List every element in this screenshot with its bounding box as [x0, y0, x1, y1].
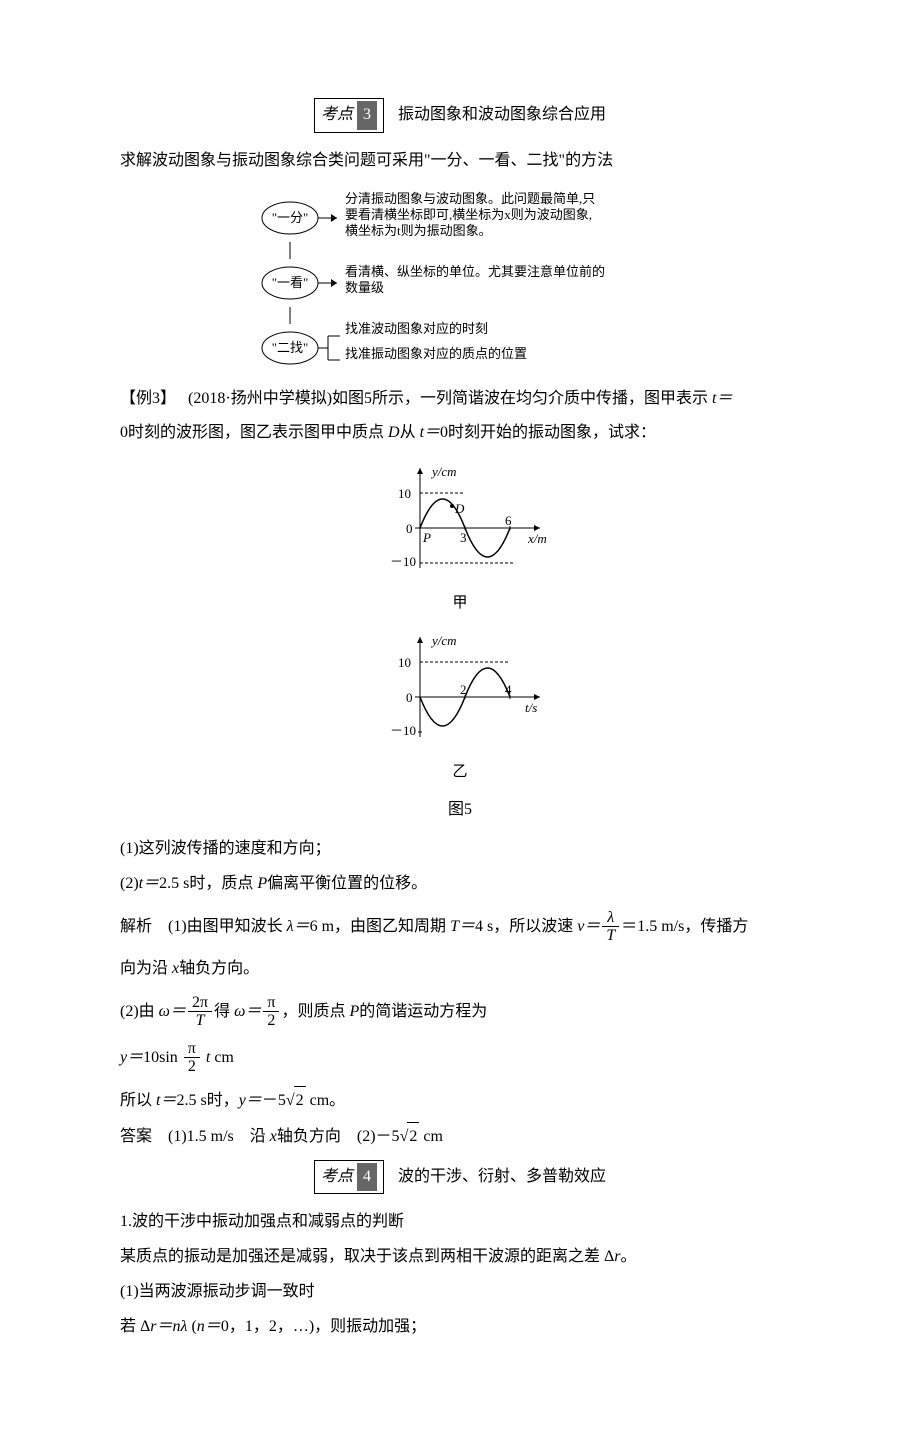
section4-header: 考点 4 波的干涉、衍射、多普勒效应 [120, 1160, 800, 1195]
svg-text:看清横、纵坐标的单位。尤其要注意单位前的: 看清横、纵坐标的单位。尤其要注意单位前的 [345, 264, 605, 279]
fraction-2pi-T: 2πT [188, 994, 212, 1030]
kaodian-label: 考点 [321, 1163, 353, 1192]
section4-title: 波的干涉、衍射、多普勒效应 [398, 1163, 606, 1192]
svg-text:0: 0 [406, 690, 413, 705]
svg-text:y/cm: y/cm [430, 633, 457, 648]
section3-title: 振动图象和波动图象综合应用 [398, 101, 606, 130]
caption-yi: 乙 [120, 759, 800, 786]
section3-intro: 求解波动图象与振动图象综合类问题可采用"一分、一看、二找"的方法 [120, 147, 800, 176]
sqrt-icon: 2 [286, 1092, 306, 1109]
kaodian-box-4: 考点 4 [314, 1160, 384, 1195]
answer: 答案 (1)1.5 m/s 沿 x轴负方向 (2)－52 cm [120, 1122, 800, 1152]
kaodian-label: 考点 [321, 101, 353, 130]
svg-text:3: 3 [460, 530, 467, 545]
svg-text:数量级: 数量级 [345, 280, 384, 295]
y-label: y/cm [430, 464, 457, 479]
flowchart: "一分" "一看" "二找" 分清振动图象与波动图象。此问题最简单,只要看清横坐标即… [120, 188, 800, 373]
svg-text:"二找": "二找" [272, 340, 309, 355]
svg-text:要看清横坐标即可,横坐标为x则为波动图象,: 要看清横坐标即可,横坐标为x则为波动图象, [345, 207, 592, 222]
svg-text:"一分": "一分" [272, 210, 309, 225]
solution-4: 所以 t＝2.5 s时，y＝－52 cm。 [120, 1086, 800, 1116]
svg-text:0: 0 [406, 521, 413, 536]
solution-1: 解析 (1)由图甲知波长 λ＝6 m，由图乙知周期 T＝4 s，所以波速 v＝λ… [120, 909, 800, 945]
solution-1b: 向为沿 x轴负方向。 [120, 955, 800, 984]
example-source: (2018·扬州中学模拟)如图5所示，一列简谐波在均匀介质中传播，图甲表示 [188, 390, 712, 407]
section4-p2: (1)当两波源振动步调一致时 [120, 1278, 800, 1307]
example-label: 【例3】 [120, 390, 168, 407]
section3-header: 考点 3 振动图象和波动图象综合应用 [120, 98, 800, 133]
kaodian-num: 4 [357, 1163, 377, 1192]
var-t: t＝ [420, 424, 440, 441]
svg-text:分清振动图象与波动图象。此问题最简单,只: 分清振动图象与波动图象。此问题最简单,只 [345, 191, 595, 206]
section4-h1: 1.波的干涉中振动加强点和减弱点的判断 [120, 1208, 800, 1237]
fraction-pi-2b: π2 [184, 1040, 200, 1076]
svg-text:2: 2 [460, 682, 467, 697]
svg-text:－10: －10 [390, 723, 416, 738]
figure-jia: y/cm x/m 10 0 －10 P 3 6 D 甲 [120, 458, 800, 617]
chart-jia-svg: y/cm x/m 10 0 －10 P 3 6 D [360, 458, 560, 588]
caption-jia: 甲 [120, 590, 800, 617]
x-label: x/m [527, 531, 547, 546]
var-D: D [384, 424, 400, 441]
kaodian-num: 3 [357, 101, 377, 130]
svg-text:找准波动图象对应的时刻: 找准波动图象对应的时刻 [345, 321, 488, 336]
svg-text:4: 4 [505, 682, 512, 697]
svg-text:D: D [454, 501, 465, 516]
flowchart-svg: "一分" "一看" "二找" 分清振动图象与波动图象。此问题最简单,只要看清横坐标即… [240, 188, 680, 373]
kaodian-box-3: 考点 3 [314, 98, 384, 133]
section4-p1: 某质点的振动是加强还是减弱，取决于该点到两相干波源的距离之差 Δr。 [120, 1243, 800, 1272]
question-1: (1)这列波传播的速度和方向； [120, 835, 800, 864]
svg-text:10: 10 [398, 655, 411, 670]
svg-text:t/s: t/s [525, 700, 537, 715]
svg-text:"一看": "一看" [272, 275, 309, 290]
question-2: (2)t＝2.5 s时，质点 P偏离平衡位置的位移。 [120, 870, 800, 899]
svg-text:－10: －10 [390, 554, 416, 569]
example3-text2: 0时刻的波形图，图乙表示图甲中质点 D从 t＝0时刻开始的振动图象，试求： [120, 419, 800, 448]
sqrt-icon: 2 [400, 1128, 420, 1145]
solution-2: (2)由 ω＝2πT得 ω＝π2，则质点 P的简谐运动方程为 [120, 994, 800, 1030]
fraction-lambda-T: λT [602, 909, 619, 945]
fraction-pi-2: π2 [263, 994, 279, 1030]
chart-yi-svg: y/cm t/s 10 0 －10 2 4 [360, 627, 560, 757]
section4-p3: 若 Δr＝nλ (n＝0，1，2，…)，则振动加强； [120, 1313, 800, 1342]
svg-text:6: 6 [505, 513, 512, 528]
solution-3: y＝10sin π2 t cm [120, 1040, 800, 1076]
svg-text:P: P [422, 530, 431, 545]
example3-text: 【例3】 (2018·扬州中学模拟)如图5所示，一列简谐波在均匀介质中传播，图甲… [120, 385, 800, 414]
figure-number: 图5 [120, 796, 800, 825]
svg-text:横坐标为t则为振动图象。: 横坐标为t则为振动图象。 [345, 223, 492, 238]
svg-text:10: 10 [398, 486, 411, 501]
figure-yi: y/cm t/s 10 0 －10 2 4 乙 [120, 627, 800, 786]
svg-text:找准振动图象对应的质点的位置: 找准振动图象对应的质点的位置 [345, 346, 527, 361]
var-t: t＝ [712, 390, 732, 407]
